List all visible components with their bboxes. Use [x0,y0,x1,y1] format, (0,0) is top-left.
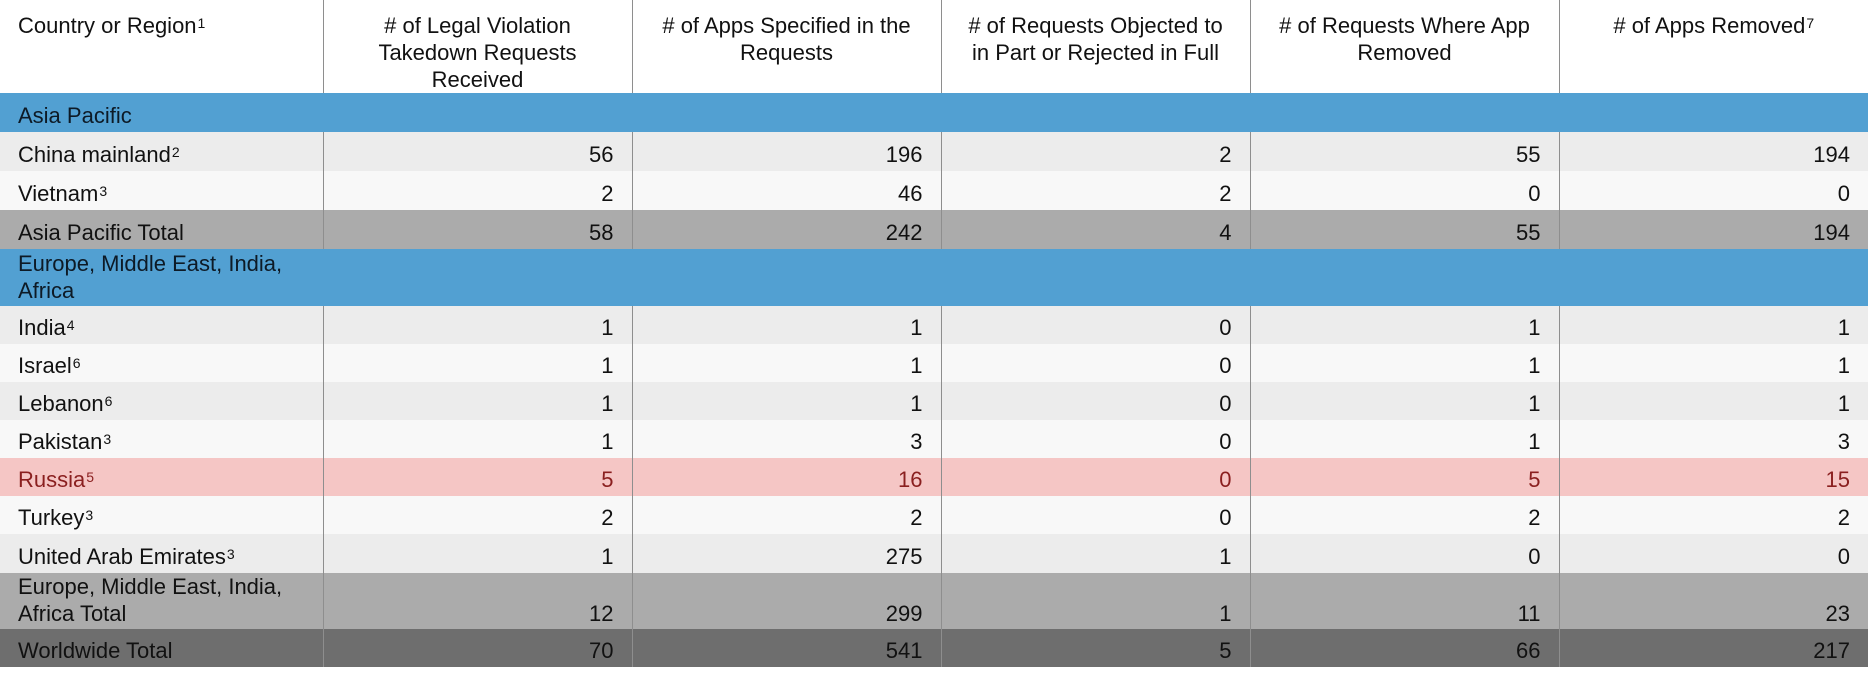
section-label: Asia Pacific [0,93,323,132]
country-name: Russia5 [0,458,323,496]
section-emea: Europe, Middle East, India, Africa [0,249,1868,306]
table-row: Lebanon6 1 1 0 1 1 [0,382,1868,420]
table-row: Turkey3 2 2 0 2 2 [0,496,1868,534]
section-asia-pacific: Asia Pacific [0,93,1868,132]
table-row: Pakistan3 1 3 0 1 3 [0,420,1868,458]
total-label: Worldwide Total [0,629,323,667]
header-apps-removed: # of Apps Removed7 [1558,0,1868,93]
section-label: Europe, Middle East, India, Africa [0,249,323,306]
country-name: Vietnam3 [0,171,323,210]
table-row: United Arab Emirates3 1 275 1 0 0 [0,534,1868,573]
country-name: India4 [0,306,323,344]
emea-total-row: Europe, Middle East, India, Africa Total… [0,573,1868,629]
table-row: Vietnam3 2 46 2 0 0 [0,171,1868,210]
table-row-highlighted: Russia5 5 16 0 5 15 [0,458,1868,496]
country-name: Lebanon6 [0,382,323,420]
header-requests-objected: # of Requests Objected to in Part or Rej… [940,0,1250,93]
table-row: Israel6 1 1 0 1 1 [0,344,1868,382]
header-requests-app-removed: # of Requests Where App Removed [1249,0,1559,93]
header-requests-received: # of Legal Violation Takedown Requests R… [322,0,632,93]
total-label: Asia Pacific Total [0,210,323,249]
worldwide-total-row: Worldwide Total 70 541 5 66 217 [0,629,1868,667]
asia-pacific-total-row: Asia Pacific Total 58 242 4 55 194 [0,210,1868,249]
country-name: China mainland2 [0,132,323,171]
header-country: Country or Region1 [18,13,206,38]
table-row: India4 1 1 0 1 1 [0,306,1868,344]
header-row: Country or Region1 # of Legal Violation … [0,0,1868,93]
country-name: United Arab Emirates3 [0,534,323,573]
header-apps-specified: # of Apps Specified in the Requests [631,0,941,93]
country-name: Israel6 [0,344,323,382]
country-name: Turkey3 [0,496,323,534]
country-name: Pakistan3 [0,420,323,458]
table-row: China mainland2 56 196 2 55 194 [0,132,1868,171]
total-label: Europe, Middle East, India, Africa Total [0,573,323,629]
